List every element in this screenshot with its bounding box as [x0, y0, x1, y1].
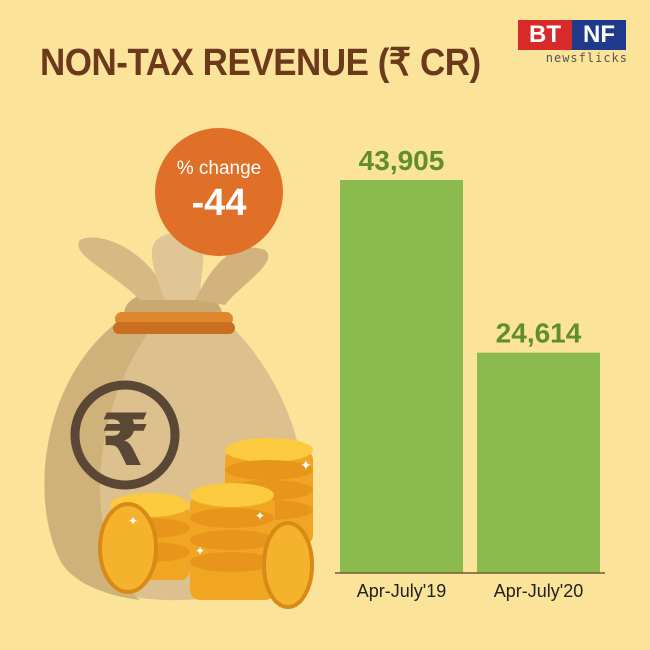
bar-0 [340, 180, 463, 573]
category-label-0: Apr-July'19 [357, 581, 446, 601]
category-label-1: Apr-July'20 [494, 581, 583, 601]
bt-newsflicks-logo: BT NF newsflicks [518, 20, 628, 65]
chart-title: NON-TAX REVENUE (₹ CR) [40, 42, 481, 84]
svg-text:✦: ✦ [255, 509, 265, 523]
svg-text:₹: ₹ [100, 398, 150, 482]
logo-nf: NF [572, 20, 626, 50]
logo-tagline: newsflicks [545, 51, 628, 65]
bar-value-label-1: 24,614 [496, 318, 582, 349]
svg-text:✦: ✦ [300, 457, 312, 473]
percent-change-badge: % change -44 [155, 128, 283, 256]
bar-1 [477, 352, 600, 573]
badge-label: % change [176, 158, 262, 179]
bar-value-label-0: 43,905 [359, 145, 445, 176]
badge-value: -44 [191, 182, 247, 224]
svg-text:✦: ✦ [128, 514, 138, 528]
svg-text:✦: ✦ [195, 544, 205, 558]
coin-stack-middle [190, 483, 275, 600]
logo-bt: BT [518, 20, 572, 50]
